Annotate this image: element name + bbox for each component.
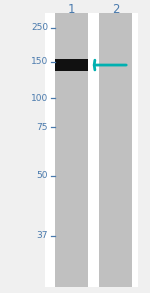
Text: 75: 75 [36,123,48,132]
Text: 50: 50 [36,171,48,180]
Text: 1: 1 [68,3,75,16]
Bar [55,13,88,287]
Bar [55,59,88,71]
Text: 250: 250 [31,23,48,32]
Bar [99,13,132,287]
Text: 37: 37 [36,231,48,240]
Text: 2: 2 [112,3,119,16]
Text: 150: 150 [31,57,48,66]
Bar [45,13,138,287]
Text: 100: 100 [31,94,48,103]
